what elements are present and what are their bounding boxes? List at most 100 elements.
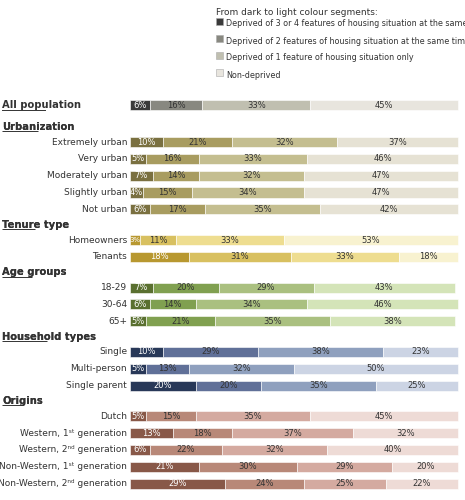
Text: Deprived of 1 feature of housing situation only: Deprived of 1 feature of housing situati… — [226, 54, 414, 62]
Bar — [130, 380, 196, 390]
Text: 21%: 21% — [188, 138, 206, 146]
Text: 4%: 4% — [130, 188, 143, 197]
Bar — [216, 18, 223, 24]
Bar — [294, 364, 458, 374]
Text: Deprived of 3 or 4 features of housing situation at the same time: Deprived of 3 or 4 features of housing s… — [226, 20, 465, 28]
Bar — [202, 100, 311, 110]
Text: 32%: 32% — [265, 446, 284, 454]
Text: 25%: 25% — [336, 479, 354, 488]
Bar — [153, 282, 219, 292]
Bar — [163, 137, 232, 147]
Text: Age groups: Age groups — [2, 267, 66, 277]
Bar — [304, 170, 458, 181]
Text: 29%: 29% — [168, 479, 187, 488]
Text: 25%: 25% — [408, 381, 426, 390]
Text: Moderately urban: Moderately urban — [46, 171, 127, 180]
Bar — [130, 478, 225, 488]
Text: Deprived of 2 features of housing situation at the same time: Deprived of 2 features of housing situat… — [226, 36, 465, 46]
Text: 46%: 46% — [373, 154, 392, 164]
Text: 5%: 5% — [132, 412, 145, 421]
Bar — [130, 411, 146, 422]
Text: 22%: 22% — [412, 479, 431, 488]
Text: 45%: 45% — [375, 412, 393, 421]
Text: 35%: 35% — [263, 316, 282, 326]
Text: 5%: 5% — [132, 316, 145, 326]
Bar — [130, 235, 140, 245]
Text: 10%: 10% — [137, 138, 156, 146]
Bar — [146, 154, 199, 164]
Text: 5%: 5% — [132, 364, 145, 373]
Bar — [196, 300, 307, 310]
Bar — [130, 316, 146, 326]
Text: 30%: 30% — [239, 462, 258, 471]
Text: 34%: 34% — [239, 188, 258, 197]
Text: 46%: 46% — [373, 300, 392, 309]
Text: 13%: 13% — [142, 428, 160, 438]
Text: 20%: 20% — [177, 283, 195, 292]
Bar — [232, 428, 353, 438]
Text: 32%: 32% — [232, 364, 251, 373]
Text: 5%: 5% — [132, 154, 145, 164]
Bar — [311, 100, 458, 110]
Text: 21%: 21% — [172, 316, 190, 326]
Text: Western, 1ˢᵗ generation: Western, 1ˢᵗ generation — [20, 428, 127, 438]
Bar — [163, 347, 258, 357]
Text: Household types: Household types — [2, 332, 96, 342]
Text: 14%: 14% — [163, 300, 182, 309]
Text: 38%: 38% — [383, 316, 402, 326]
Text: 32%: 32% — [396, 428, 415, 438]
Text: 7%: 7% — [135, 283, 148, 292]
Bar — [140, 235, 176, 245]
Text: 20%: 20% — [219, 381, 238, 390]
Bar — [130, 445, 150, 455]
Text: Homeowners: Homeowners — [68, 236, 127, 244]
Bar — [196, 380, 261, 390]
Text: Dutch: Dutch — [100, 412, 127, 421]
Text: 45%: 45% — [375, 101, 393, 110]
Bar — [215, 316, 330, 326]
Text: 37%: 37% — [283, 428, 302, 438]
Text: 18-29: 18-29 — [101, 283, 127, 292]
Text: 14%: 14% — [166, 171, 185, 180]
Bar — [146, 316, 215, 326]
Text: 34%: 34% — [242, 300, 261, 309]
Text: All population: All population — [2, 100, 81, 110]
Bar — [222, 445, 327, 455]
Bar — [130, 188, 143, 198]
Bar — [146, 364, 189, 374]
Text: 21%: 21% — [155, 462, 174, 471]
Text: 20%: 20% — [153, 381, 172, 390]
Bar — [130, 154, 146, 164]
Text: 22%: 22% — [177, 446, 195, 454]
Text: 29%: 29% — [201, 348, 219, 356]
Text: 53%: 53% — [362, 236, 380, 244]
Text: 6%: 6% — [133, 101, 146, 110]
Bar — [261, 380, 376, 390]
Text: Tenants: Tenants — [92, 252, 127, 262]
Bar — [216, 52, 223, 59]
Text: Extremely urban: Extremely urban — [52, 138, 127, 146]
Bar — [176, 235, 284, 245]
Bar — [130, 347, 163, 357]
Bar — [353, 428, 458, 438]
Text: 16%: 16% — [163, 154, 182, 164]
Text: 50%: 50% — [367, 364, 385, 373]
Text: 30-64: 30-64 — [101, 300, 127, 309]
Text: Urbanization: Urbanization — [2, 122, 74, 132]
Text: Multi-person: Multi-person — [70, 364, 127, 373]
Text: 11%: 11% — [149, 236, 167, 244]
Bar — [196, 411, 311, 422]
Bar — [376, 380, 458, 390]
Text: Tenure type: Tenure type — [2, 220, 69, 230]
Bar — [150, 204, 206, 214]
Bar — [189, 252, 291, 262]
Text: 35%: 35% — [244, 412, 262, 421]
Text: 29%: 29% — [336, 462, 354, 471]
Bar — [199, 462, 297, 472]
Bar — [150, 445, 222, 455]
Text: 17%: 17% — [168, 205, 187, 214]
Text: Origins: Origins — [2, 396, 43, 406]
Bar — [130, 204, 150, 214]
Bar — [297, 462, 392, 472]
Bar — [130, 170, 153, 181]
